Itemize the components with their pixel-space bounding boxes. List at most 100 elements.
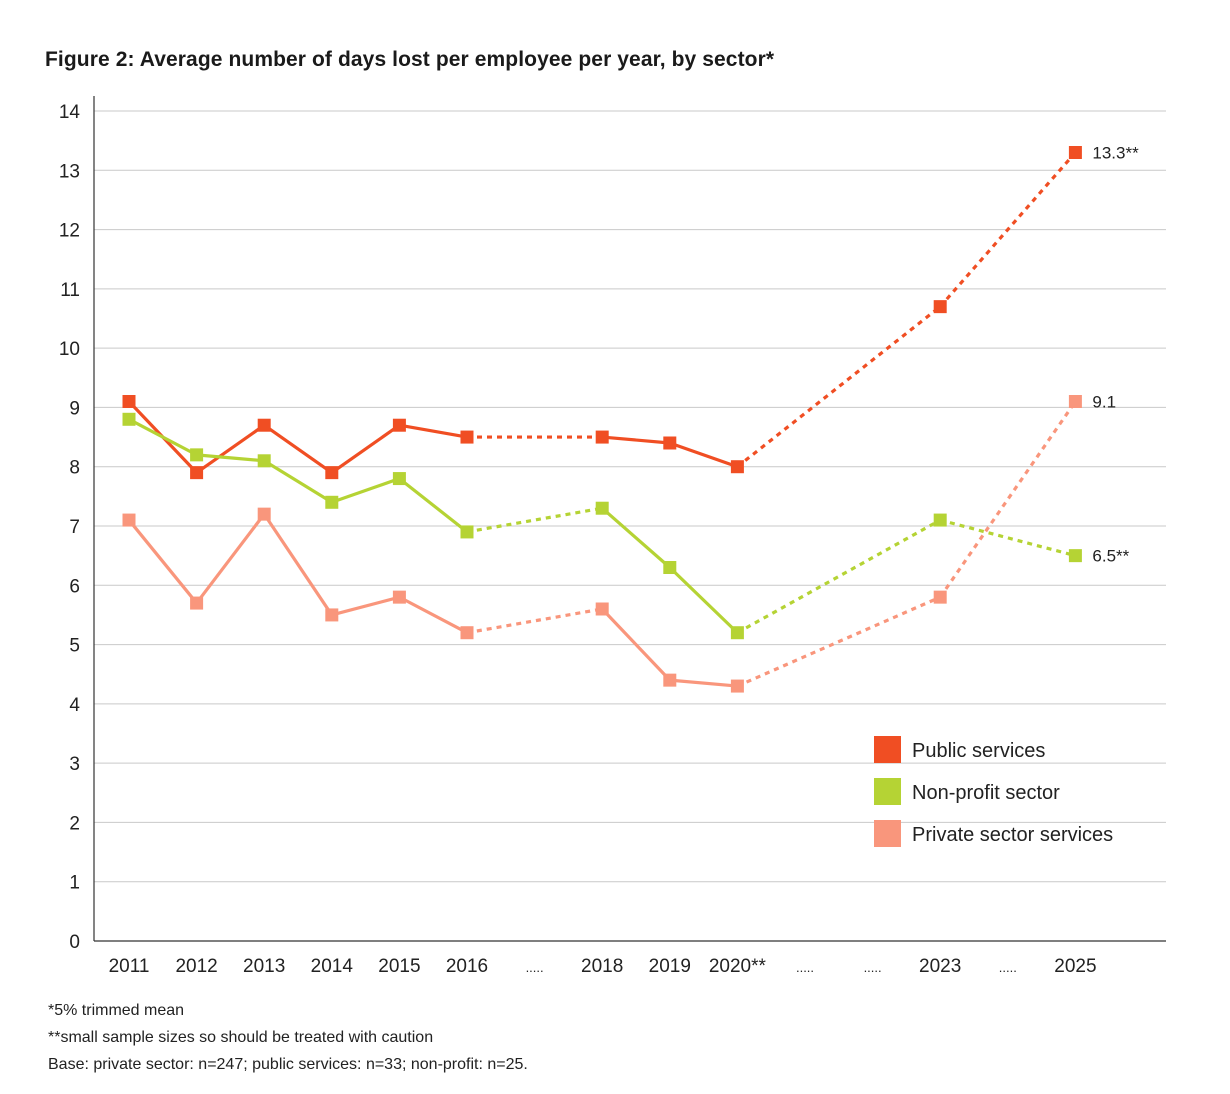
x-tick-label: .....	[796, 960, 814, 975]
y-tick-label: 0	[69, 932, 80, 953]
y-tick-label: 9	[69, 398, 80, 419]
data-point-marker	[595, 602, 609, 616]
x-tick-label: 2016	[446, 956, 488, 977]
data-point-marker	[392, 590, 406, 604]
series-segment	[195, 513, 266, 605]
data-point-marker	[663, 561, 677, 574]
legend-label: Non-profit sector	[912, 782, 1060, 804]
x-tick-label: .....	[526, 960, 544, 975]
legend-label: Public services	[912, 740, 1045, 762]
data-point-marker	[595, 501, 609, 515]
series-segment	[669, 441, 738, 469]
series-segment	[331, 595, 400, 617]
series-segment-dashed	[466, 607, 603, 635]
y-tick-label: 11	[60, 280, 80, 301]
legend-label: Private sector services	[912, 824, 1113, 846]
data-point-marker	[392, 418, 406, 432]
series-segment	[128, 417, 198, 457]
series-segment-dashed	[938, 400, 1077, 599]
x-tick-label: .....	[999, 960, 1017, 975]
y-tick-label: 14	[59, 102, 81, 123]
data-point-marker	[257, 418, 271, 432]
series-segment	[399, 423, 468, 439]
x-tick-label: 2020**	[709, 956, 767, 977]
series-segment	[195, 423, 266, 474]
footnote-trimmed-mean: *5% trimmed mean	[48, 1002, 185, 1019]
x-tick-label: 2014	[311, 956, 354, 977]
legend: Public services Non-profit sector Private …	[874, 736, 1113, 847]
y-tick-label: 1	[69, 873, 80, 894]
end-value-label: 9.1	[1092, 393, 1116, 412]
chart-title: Figure 2: Average number of days lost pe…	[45, 48, 775, 71]
footnote-sample-size: **small sample sizes so should be treate…	[48, 1029, 434, 1046]
data-point-marker	[190, 448, 204, 462]
series-segment-dashed	[938, 151, 1077, 308]
footnote-base: Base: private sector: n=247; public serv…	[48, 1056, 528, 1073]
y-tick-label: 2	[69, 813, 80, 834]
data-point-marker	[1068, 146, 1082, 159]
x-tick-label: 2023	[919, 956, 961, 977]
series-segment	[262, 513, 334, 616]
legend-swatch	[874, 736, 901, 763]
data-point-marker	[730, 460, 744, 474]
y-tick-label: 8	[69, 458, 80, 479]
x-tick-label: 2011	[109, 956, 150, 977]
data-point-marker	[663, 436, 677, 450]
series-segment-dashed	[736, 595, 941, 688]
y-tick-label: 10	[59, 339, 80, 360]
data-point-marker	[933, 513, 947, 527]
data-point-marker	[460, 626, 474, 640]
series-segment-dashed	[939, 518, 1076, 558]
x-tick-label: 2012	[175, 956, 217, 977]
x-tick-label: 2015	[378, 956, 420, 977]
legend-swatch	[874, 778, 901, 805]
series-segment	[263, 459, 333, 504]
data-point-marker	[730, 679, 744, 693]
x-tick-label: 2019	[649, 956, 691, 977]
data-point-marker	[595, 430, 609, 444]
series-public-services	[122, 146, 1082, 480]
end-value-label: 13.3**	[1092, 144, 1139, 163]
data-point-marker	[460, 525, 474, 539]
legend-swatch	[874, 820, 901, 847]
series-segment	[196, 453, 265, 463]
end-value-label: 6.5**	[1092, 547, 1129, 566]
data-labels: 13.3** 6.5** 9.1	[1092, 144, 1139, 566]
data-point-marker	[257, 454, 271, 468]
x-tick-label: 2018	[581, 956, 623, 977]
series-segment-dashed	[736, 518, 941, 635]
series-segment-dashed	[736, 305, 942, 468]
data-point-marker	[122, 513, 136, 527]
series-lines	[122, 146, 1082, 693]
series-segment	[127, 519, 198, 605]
y-tick-label: 13	[59, 161, 80, 182]
series-segment	[398, 595, 468, 635]
x-tick-label: .....	[864, 960, 882, 975]
x-tick-label: 2025	[1054, 956, 1096, 977]
data-point-marker	[392, 472, 406, 486]
data-point-marker	[1068, 395, 1082, 408]
series-private-sector-services	[122, 395, 1082, 693]
series-segment-dashed	[466, 506, 603, 534]
data-point-marker	[730, 626, 744, 640]
series-segment	[601, 607, 671, 682]
series-segment	[602, 435, 670, 445]
gridlines	[94, 110, 1166, 883]
data-point-marker	[325, 466, 339, 480]
series-segment	[668, 566, 739, 634]
series-segment	[331, 477, 400, 504]
y-tick-label: 5	[69, 636, 80, 657]
series-segment	[398, 477, 468, 534]
data-point-marker	[325, 608, 339, 622]
y-tick-label: 7	[69, 517, 80, 538]
data-point-marker	[122, 412, 136, 426]
series-segment	[601, 507, 671, 569]
data-point-marker	[122, 395, 136, 408]
y-tick-label: 6	[69, 576, 80, 597]
data-point-marker	[257, 507, 271, 521]
y-tick-label: 3	[69, 754, 80, 775]
series-non-profit-sector	[122, 412, 1082, 640]
series-segment	[330, 423, 401, 474]
